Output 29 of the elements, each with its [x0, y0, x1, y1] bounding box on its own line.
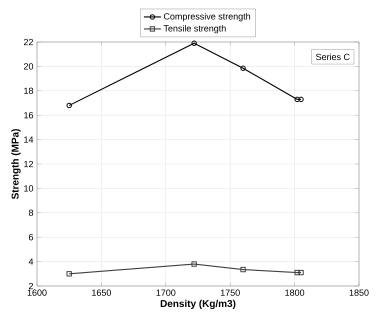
y-tick-label: 6 — [28, 234, 34, 240]
x-axis-title: Density (Kg/m3) — [160, 300, 236, 310]
y-tick-label: 18 — [24, 88, 34, 94]
x-tick-label: 1700 — [156, 290, 176, 296]
annotation: Series C — [316, 54, 350, 60]
y-axis-title: Strength (MPa) — [11, 129, 21, 200]
x-tick-label: 1750 — [220, 290, 240, 296]
x-tick-label: 1850 — [350, 290, 369, 296]
y-tick-label: 12 — [24, 160, 34, 168]
y-tick-label: 20 — [24, 63, 34, 70]
point — [240, 66, 246, 71]
y-tick-label: 10 — [24, 185, 34, 192]
y-tick-label: 8 — [28, 210, 34, 216]
y-tick-label: 22 — [24, 38, 34, 46]
point — [191, 40, 197, 46]
point — [298, 270, 304, 276]
point — [191, 261, 197, 267]
y-tick-label: 16 — [24, 112, 34, 118]
legend-label: Compressive strength — [164, 12, 250, 22]
y-tick-label: 14 — [24, 136, 34, 143]
point — [240, 266, 246, 272]
x-tick-label: 1600 — [28, 290, 47, 296]
x-tick-label: 1650 — [92, 290, 112, 296]
x-tick-label: 1800 — [285, 290, 304, 296]
legend-label: Tensile strength — [164, 24, 226, 34]
point — [66, 271, 72, 276]
y-tick-label: 2 — [28, 282, 34, 290]
point — [294, 270, 300, 276]
y-tick-label: 4 — [28, 258, 34, 265]
